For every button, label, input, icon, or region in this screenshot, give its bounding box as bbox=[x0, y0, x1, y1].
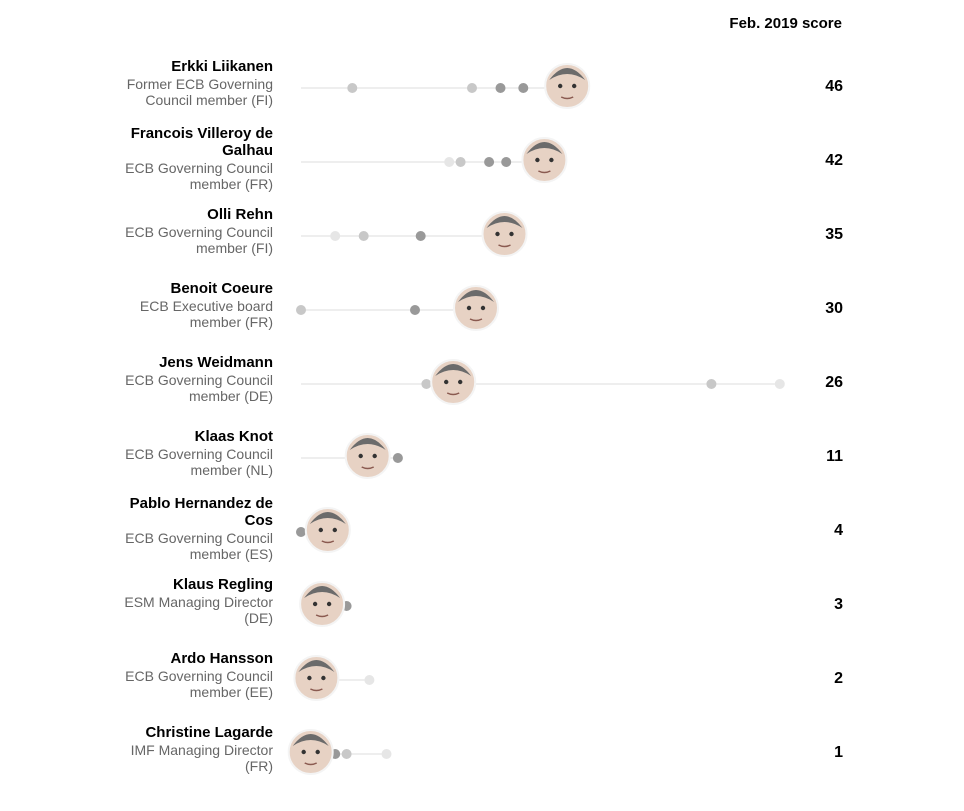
person-name: Jens Weidmann bbox=[159, 354, 273, 371]
person-role: ECB Executive board member (FR) bbox=[139, 298, 273, 330]
person-name: Olli Rehn bbox=[207, 206, 273, 223]
history-dot bbox=[484, 157, 495, 167]
history-dot bbox=[330, 231, 341, 241]
person-row: Christine Lagarde IMF Managing Director (… bbox=[0, 717, 964, 791]
score-value: 11 bbox=[826, 448, 843, 465]
history-dot bbox=[501, 157, 512, 167]
person-role: ECB Governing Council member (FR) bbox=[125, 160, 273, 192]
history-dot bbox=[347, 83, 358, 93]
history-dot bbox=[444, 157, 455, 167]
score-column-header: Feb. 2019 score bbox=[729, 15, 842, 32]
person-role: ECB Governing Council member (DE) bbox=[125, 372, 273, 404]
person-row: Klaus Regling ESM Managing Director (DE) 3 bbox=[0, 569, 964, 643]
face-marker bbox=[344, 433, 391, 479]
score-value: 3 bbox=[834, 596, 843, 613]
face-marker bbox=[293, 655, 340, 701]
score-value: 46 bbox=[825, 78, 843, 95]
history-dot bbox=[495, 83, 506, 93]
score-value: 26 bbox=[825, 374, 843, 391]
person-role: ECB Governing Council member (EE) bbox=[125, 668, 273, 700]
face-marker bbox=[521, 137, 568, 183]
person-role: IMF Managing Director (FR) bbox=[130, 742, 273, 774]
score-value: 1 bbox=[834, 744, 843, 761]
history-dot bbox=[467, 83, 477, 93]
face-marker bbox=[430, 359, 477, 405]
history-dot bbox=[296, 527, 306, 537]
history-dot bbox=[518, 83, 529, 93]
score-value: 4 bbox=[834, 522, 843, 539]
face-marker bbox=[287, 729, 334, 775]
face-marker bbox=[453, 285, 499, 331]
history-dot bbox=[774, 379, 785, 389]
person-row: Olli Rehn ECB Governing Council member (F… bbox=[0, 199, 964, 273]
face-marker bbox=[299, 581, 346, 627]
score-value: 30 bbox=[825, 300, 843, 317]
history-dot bbox=[455, 157, 466, 167]
score-value: 42 bbox=[825, 152, 843, 169]
person-row: Jens Weidmann ECB Governing Council membe… bbox=[0, 347, 964, 421]
score-value: 35 bbox=[825, 226, 843, 243]
history-dot bbox=[364, 675, 375, 685]
face-marker bbox=[481, 211, 528, 257]
person-name: Pablo Hernandez de Cos bbox=[129, 495, 273, 529]
face-marker bbox=[544, 63, 591, 109]
person-role: Former ECB Governing Council member (FI) bbox=[126, 76, 273, 108]
person-row: Ardo Hansson ECB Governing Council member… bbox=[0, 643, 964, 717]
history-dot bbox=[296, 305, 306, 315]
person-name: Ardo Hansson bbox=[170, 650, 273, 667]
person-role: ECB Governing Council member (NL) bbox=[125, 446, 273, 478]
person-name: Christine Lagarde bbox=[145, 724, 273, 741]
person-row: Klaas Knot ECB Governing Council member (… bbox=[0, 421, 964, 495]
history-dot bbox=[381, 749, 392, 759]
person-name: Klaus Regling bbox=[172, 576, 273, 593]
history-dot bbox=[706, 379, 717, 389]
person-role: ESM Managing Director (DE) bbox=[124, 594, 273, 626]
person-name: Benoit Coeure bbox=[170, 280, 273, 297]
history-dot bbox=[358, 231, 369, 241]
person-role: ECB Governing Council member (ES) bbox=[125, 530, 273, 562]
history-dot bbox=[341, 749, 352, 759]
history-dot bbox=[392, 453, 403, 463]
person-name: Francois Villeroy de Galhau bbox=[130, 125, 273, 159]
history-dot bbox=[415, 231, 426, 241]
history-dot bbox=[421, 379, 432, 389]
person-role: ECB Governing Council member (FI) bbox=[125, 224, 273, 256]
person-row: Erkki Liikanen Former ECB Governing Counc… bbox=[0, 51, 964, 125]
person-row: Francois Villeroy de Galhau ECB Governing… bbox=[0, 125, 964, 199]
history-dot bbox=[410, 305, 420, 315]
face-marker bbox=[304, 507, 351, 553]
person-row: Pablo Hernandez de Cos ECB Governing Coun… bbox=[0, 495, 964, 569]
person-name: Erkki Liikanen bbox=[171, 58, 273, 75]
person-row: Benoit Coeure ECB Executive board member … bbox=[0, 273, 964, 347]
score-value: 2 bbox=[834, 670, 843, 687]
person-name: Klaas Knot bbox=[194, 428, 273, 445]
